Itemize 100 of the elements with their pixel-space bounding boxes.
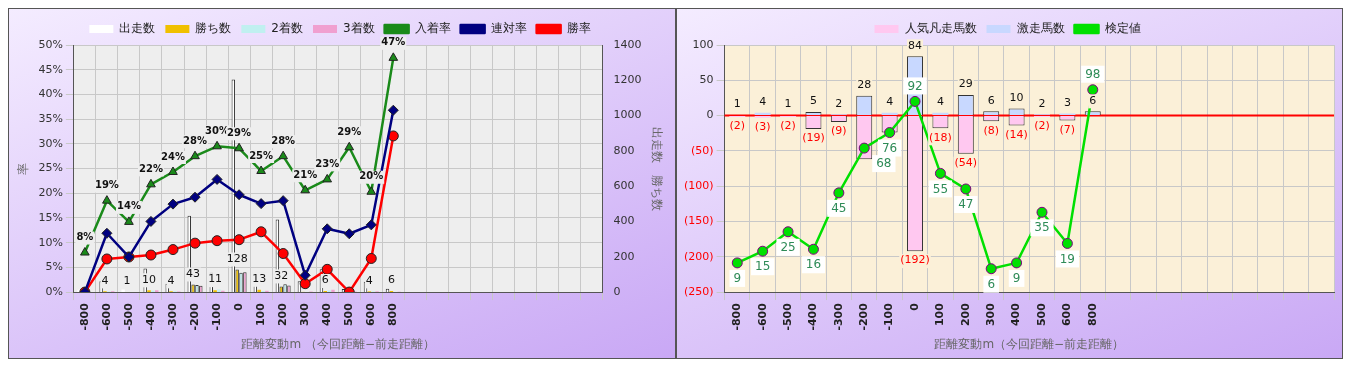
y-tick-label: 40% [38,87,63,101]
data-label: 19% [94,179,119,191]
data-label: 128 [226,251,248,265]
y-tick-label: 15% [38,210,63,224]
data-label: 3 [1063,95,1071,109]
point [388,52,399,61]
point [884,127,896,139]
x-axis-title: 距離変動m（今回距離−前走距離） [934,336,1125,351]
point [124,216,134,225]
data-label: 20% [359,170,384,182]
y-tick-label: 0% [45,284,63,298]
data-label: 4 [759,95,767,109]
data-label: 35 [1034,220,1050,235]
data-label: 32 [274,268,289,282]
point [1036,206,1048,218]
x-tick-label: -100 [209,302,223,331]
data-label: 55 [932,181,949,196]
point [321,223,333,235]
data-label: 28% [271,134,296,146]
x-tick-label: 500 [342,302,356,327]
point [909,95,921,107]
point [167,198,179,210]
y-tick-label: (150) [683,214,714,228]
x-tick-label: 100 [933,302,947,327]
y2-tick-label: 1200 [613,73,642,87]
y-tick-label: 45% [38,62,63,76]
y2-tick-label: 800 [613,143,635,157]
y2-axis-title: 出走数 勝ち数 [649,126,664,211]
legend-label: 連対率 [490,21,527,36]
data-label: 98 [1085,66,1101,81]
point [233,234,245,246]
data-label: 45 [831,200,847,215]
point [102,195,112,204]
data-label: 92 [907,78,923,93]
point [277,248,289,260]
legend-label: 入着率 [414,21,451,36]
data-label: 13 [252,272,267,286]
legend-label: 出走数 [119,21,156,36]
x-tick-label: -500 [121,302,135,331]
data-label: 1 [123,274,131,288]
point [255,198,267,210]
point [211,173,223,185]
point [233,189,245,201]
point [782,226,794,238]
data-label: (3) [754,120,771,134]
x-tick-label: 600 [364,302,378,327]
x-tick-label: 300 [298,302,312,327]
x-tick-label: 800 [386,302,400,327]
y-tick-label: 50 [699,73,714,87]
data-label: 84 [908,38,923,52]
data-label: 9 [733,271,742,286]
x-tick-label: 800 [1085,302,1099,327]
y-tick-label: 25% [38,161,63,175]
data-label: 24% [161,150,185,162]
data-label: (2) [780,119,796,133]
point [256,165,266,175]
y-tick-label: 50% [38,37,63,51]
point [387,104,399,116]
y-tick-label: (100) [683,179,714,193]
point [145,249,157,261]
y-tick-label: 0 [706,108,714,122]
x-tick-label: -200 [187,302,201,331]
x-tick-label: -600 [755,302,769,331]
data-label: 29% [227,126,252,138]
y2-tick-label: 1000 [613,108,642,122]
y-tick-label: (200) [683,249,714,263]
y-tick-label: 30% [38,136,63,150]
point [365,252,377,264]
data-label: 19 [1059,251,1076,266]
data-label: 29% [337,125,362,137]
data-label: 25% [249,149,274,161]
data-label: 76 [881,140,898,155]
point [80,247,90,256]
x-tick-label: -300 [165,302,179,331]
x-tick-label: -800 [77,302,91,331]
legend-label: 検定値 [1104,21,1141,36]
data-label: 10 [142,272,157,286]
x-tick-label: 200 [276,302,290,327]
data-label: 4 [101,273,109,287]
data-label: (192) [900,253,930,267]
point [858,142,870,154]
data-label: 5 [809,94,817,108]
y-tick-label: 10% [38,235,63,249]
point [190,150,200,160]
y-tick-label: 100 [692,37,714,51]
data-label: 11 [208,272,223,286]
data-label: 6 [387,273,395,287]
point [189,237,201,249]
data-label: (18) [929,130,952,144]
point [211,235,223,247]
point [167,244,179,256]
y-tick-label: 20% [38,186,63,200]
data-label: 6 [987,276,996,291]
point [985,263,997,275]
legend-label: 勝ち数 [195,21,232,36]
x-tick-label: 0 [907,302,921,311]
y2-tick-label: 200 [613,249,635,263]
data-label: (54) [954,156,978,170]
data-label: (9) [831,124,847,138]
x-tick-label: 400 [1009,302,1023,327]
